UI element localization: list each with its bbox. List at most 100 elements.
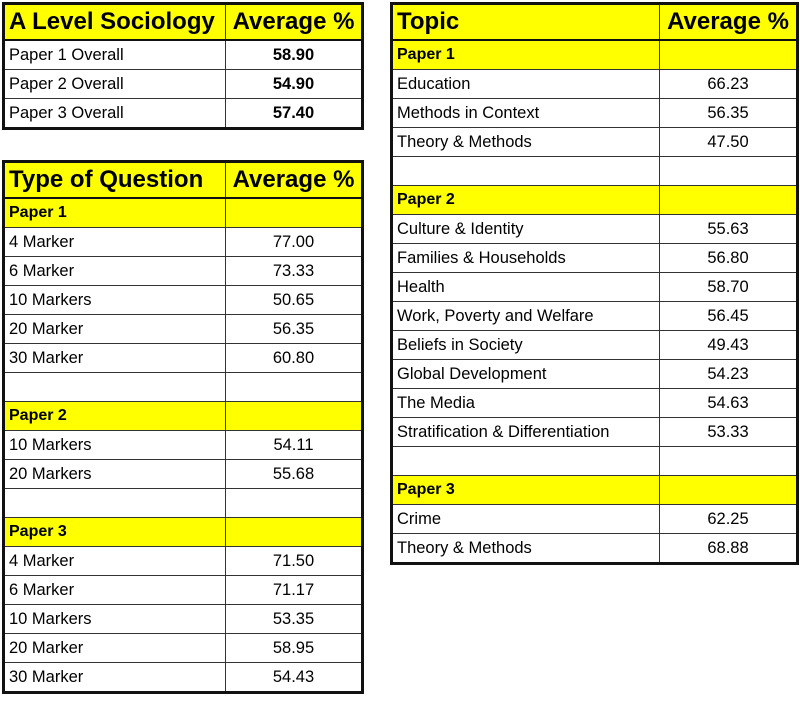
row-label: 4 Marker — [3, 227, 226, 257]
row-value: 73.33 — [225, 256, 363, 286]
cell — [225, 488, 363, 518]
row-value: 49.43 — [659, 330, 798, 360]
cell — [659, 185, 798, 215]
header-row: A Level Sociology Average % — [3, 3, 363, 41]
table-row: Beliefs in Society 49.43 — [391, 330, 798, 360]
cell — [225, 372, 363, 402]
row-value: 56.45 — [659, 301, 798, 331]
row-value: 56.80 — [659, 243, 798, 273]
section-row: Paper 2 — [391, 185, 798, 215]
cell — [3, 488, 226, 518]
row-label: Health — [391, 272, 660, 302]
blank-row — [391, 446, 798, 476]
row-label: 20 Marker — [3, 314, 226, 344]
row-value: 54.11 — [225, 430, 363, 460]
header-row: Topic Average % — [391, 3, 798, 41]
header-row: Type of Question Average % — [3, 161, 363, 199]
table-row: Stratification & Differentiation 53.33 — [391, 417, 798, 447]
cell — [225, 401, 363, 431]
table-row: 6 Marker 71.17 — [3, 575, 363, 605]
table-row: 20 Marker 56.35 — [3, 314, 363, 344]
row-value: 68.88 — [659, 533, 798, 564]
row-label: Stratification & Differentiation — [391, 417, 660, 447]
cell — [391, 446, 660, 476]
blank-row — [3, 372, 363, 402]
section-row: Paper 3 — [391, 475, 798, 505]
row-value: 66.23 — [659, 69, 798, 99]
row-value: 57.40 — [225, 98, 363, 129]
table-row: 20 Markers 55.68 — [3, 459, 363, 489]
row-label: 30 Marker — [3, 343, 226, 373]
row-value: 56.35 — [225, 314, 363, 344]
overall-averages-table: A Level Sociology Average % Paper 1 Overal… — [2, 2, 364, 130]
section-label: Paper 2 — [391, 185, 660, 215]
table-row: 30 Marker 54.43 — [3, 662, 363, 693]
cell — [3, 372, 226, 402]
row-value: 58.90 — [225, 39, 363, 70]
section-label: Paper 1 — [3, 197, 226, 228]
row-value: 77.00 — [225, 227, 363, 257]
table-row: Paper 1 Overall 58.90 — [3, 39, 363, 70]
row-label: Theory & Methods — [391, 127, 660, 157]
row-value: 53.35 — [225, 604, 363, 634]
table-row: Work, Poverty and Welfare 56.45 — [391, 301, 798, 331]
row-value: 54.63 — [659, 388, 798, 418]
row-label: Work, Poverty and Welfare — [391, 301, 660, 331]
row-value: 62.25 — [659, 504, 798, 534]
section-row: Paper 1 — [3, 197, 363, 228]
column-header: Average % — [659, 3, 798, 41]
section-row: Paper 2 — [3, 401, 363, 431]
row-value: 53.33 — [659, 417, 798, 447]
table-row: 10 Markers 53.35 — [3, 604, 363, 634]
row-value: 47.50 — [659, 127, 798, 157]
column-header: A Level Sociology — [3, 3, 226, 41]
row-label: 10 Markers — [3, 285, 226, 315]
row-value: 54.43 — [225, 662, 363, 693]
cell — [659, 39, 798, 70]
table-row: Families & Households 56.80 — [391, 243, 798, 273]
section-row: Paper 3 — [3, 517, 363, 547]
cell — [659, 156, 798, 186]
row-value: 50.65 — [225, 285, 363, 315]
row-value: 71.17 — [225, 575, 363, 605]
row-label: Paper 3 Overall — [3, 98, 226, 129]
row-value: 60.80 — [225, 343, 363, 373]
row-label: Methods in Context — [391, 98, 660, 128]
row-label: Paper 1 Overall — [3, 39, 226, 70]
row-value: 55.63 — [659, 214, 798, 244]
table-row: 4 Marker 71.50 — [3, 546, 363, 576]
row-label: 6 Marker — [3, 256, 226, 286]
table-row: 4 Marker 77.00 — [3, 227, 363, 257]
row-value: 58.70 — [659, 272, 798, 302]
table-row: Theory & Methods 47.50 — [391, 127, 798, 157]
table-row: 30 Marker 60.80 — [3, 343, 363, 373]
table-row: Education 66.23 — [391, 69, 798, 99]
row-value: 55.68 — [225, 459, 363, 489]
column-header: Average % — [225, 161, 363, 199]
topic-table: Topic Average % Paper 1 Education 66.23 Metho… — [390, 2, 799, 565]
section-label: Paper 1 — [391, 39, 660, 70]
table-row: Paper 2 Overall 54.90 — [3, 69, 363, 99]
table-row: Theory & Methods 68.88 — [391, 533, 798, 564]
row-label: 20 Markers — [3, 459, 226, 489]
row-label: 20 Marker — [3, 633, 226, 663]
row-value: 71.50 — [225, 546, 363, 576]
table-row: Global Development 54.23 — [391, 359, 798, 389]
row-label: Culture & Identity — [391, 214, 660, 244]
row-label: Global Development — [391, 359, 660, 389]
row-label: The Media — [391, 388, 660, 418]
row-value: 58.95 — [225, 633, 363, 663]
row-label: 10 Markers — [3, 430, 226, 460]
cell — [659, 446, 798, 476]
row-label: 30 Marker — [3, 662, 226, 693]
cell — [659, 475, 798, 505]
table-row: Methods in Context 56.35 — [391, 98, 798, 128]
table-row: 6 Marker 73.33 — [3, 256, 363, 286]
section-label: Paper 3 — [391, 475, 660, 505]
row-label: Beliefs in Society — [391, 330, 660, 360]
section-label: Paper 3 — [3, 517, 226, 547]
row-label: 10 Markers — [3, 604, 226, 634]
table-row: Crime 62.25 — [391, 504, 798, 534]
cell — [391, 156, 660, 186]
column-header: Type of Question — [3, 161, 226, 199]
